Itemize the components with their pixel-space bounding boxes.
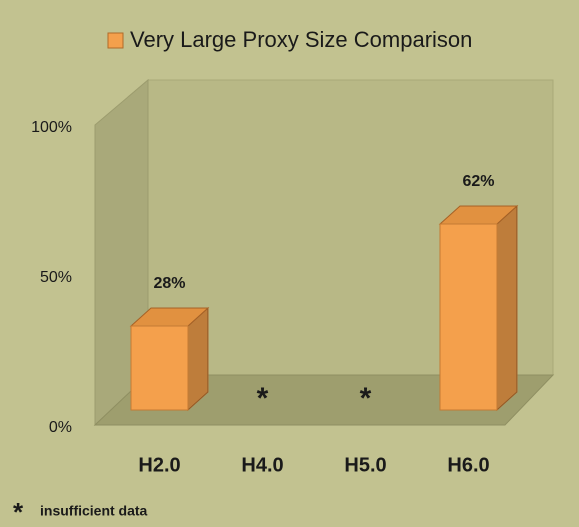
- data-label: 28%: [153, 275, 185, 292]
- bar-top-shade: [131, 308, 208, 326]
- note-marker: *: [13, 497, 24, 527]
- legend-label: Very Large Proxy Size Comparison: [130, 27, 472, 52]
- note-text: insufficient data: [40, 503, 148, 519]
- x-tick-label: H6.0: [447, 454, 489, 476]
- x-tick-label: H2.0: [138, 454, 180, 476]
- bar-side-shade: [188, 308, 208, 410]
- bar-top-shade: [440, 206, 517, 224]
- y-tick-label: 0%: [49, 419, 72, 436]
- y-tick-label: 50%: [40, 269, 72, 286]
- bar: [439, 223, 498, 411]
- bar: [130, 325, 189, 411]
- missing-marker: *: [360, 382, 372, 415]
- legend-swatch: [107, 32, 124, 49]
- data-label: 62%: [462, 173, 494, 190]
- x-tick-label: H5.0: [344, 454, 386, 476]
- floor: [93, 374, 555, 426]
- missing-marker: *: [257, 382, 269, 415]
- bar-side-shade: [497, 206, 517, 410]
- y-tick-label: 100%: [31, 119, 72, 136]
- x-tick-label: H4.0: [241, 454, 283, 476]
